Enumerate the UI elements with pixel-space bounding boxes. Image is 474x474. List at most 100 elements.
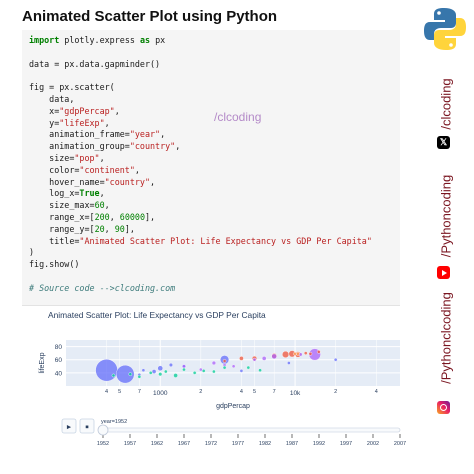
scatter-point[interactable] [333, 357, 338, 362]
year-slider-handle[interactable] [97, 424, 109, 436]
scatter-point[interactable] [308, 351, 313, 356]
stop-button[interactable] [79, 418, 95, 434]
scatter-point[interactable] [168, 362, 173, 367]
play-button-glyph: ▶ [67, 425, 72, 431]
instagram-icon[interactable] [437, 401, 450, 414]
scatter-point[interactable] [296, 351, 300, 356]
code-token: "year" [129, 129, 161, 140]
scatter-point[interactable] [192, 371, 197, 375]
scatter-point[interactable] [111, 373, 116, 378]
code-token: ) [29, 247, 35, 258]
youtube-icon[interactable] [437, 266, 450, 279]
scatter-point[interactable] [199, 367, 203, 372]
code-line: log_x=True, [29, 188, 104, 199]
scatter-point[interactable] [239, 369, 244, 373]
code-token: , [160, 129, 166, 140]
scatter-point[interactable] [157, 365, 164, 372]
scatter-point[interactable] [158, 372, 163, 377]
code-line: fig.show() [29, 259, 79, 269]
year-slider-tick-label: 1987 [286, 441, 298, 447]
scatter-point[interactable] [164, 369, 168, 374]
sidebar-handle-clcoding[interactable]: /clcoding [438, 78, 454, 130]
code-token: range_x=[ [29, 211, 95, 222]
code-line: data, [29, 94, 74, 104]
scatter-point[interactable] [287, 361, 291, 365]
code-token: 20 [94, 223, 105, 234]
code-token: , [99, 152, 105, 163]
scatter-point[interactable] [201, 369, 206, 373]
scatter-plot[interactable]: 40 60 80 4 5 7 2 4 5 7 2 4 1000 10k gdpPercap lifeExp ▶ ■… [0, 326, 474, 474]
code-token: , [114, 105, 120, 116]
scatter-point[interactable] [239, 356, 244, 361]
x-minor-tick-label: 4 [240, 389, 243, 395]
code-token: color= [29, 164, 80, 175]
scatter-point[interactable] [116, 364, 135, 384]
code-token: "Animated Scatter Plot: Life Expectancy … [79, 235, 372, 246]
x-minor-tick-label: 5 [253, 389, 256, 395]
code-token: , [150, 176, 156, 187]
code-line: data = px.data.gapminder() [29, 59, 160, 69]
code-token: title= [29, 235, 80, 246]
code-token: "gdpPercap" [59, 105, 115, 116]
sidebar-handle-pythoncoding[interactable]: /Pythoncoding [438, 174, 454, 258]
scatter-point[interactable] [151, 369, 157, 374]
sidebar-handle-pythonclcoding[interactable]: /Pythonclcoding [438, 292, 454, 384]
scatter-point[interactable] [271, 353, 277, 360]
code-line: title="Animated Scatter Plot: Life Expec… [29, 236, 372, 246]
scatter-point[interactable] [231, 364, 236, 369]
scatter-point[interactable] [137, 375, 142, 379]
scatter-point[interactable] [317, 350, 321, 354]
scatter-point[interactable] [182, 364, 186, 369]
code-cell[interactable]: import plotly.express as px data = px.da… [22, 30, 400, 306]
scatter-point[interactable] [303, 351, 308, 355]
code-token: "lifeExp" [59, 117, 105, 128]
scatter-point[interactable] [128, 372, 133, 376]
scatter-point[interactable] [222, 365, 227, 370]
scatter-point[interactable] [246, 365, 251, 370]
y-tick-label: 40 [55, 370, 63, 377]
code-token: plotly.express [59, 35, 140, 45]
play-button[interactable] [61, 418, 77, 434]
code-token: fig.show() [29, 259, 80, 270]
code-token: "continent" [79, 164, 135, 175]
scatter-point[interactable] [252, 357, 257, 362]
scatter-point[interactable] [141, 368, 146, 373]
scatter-point[interactable] [282, 350, 290, 358]
code-token: import [29, 35, 60, 45]
code-line: y="lifeExp", [29, 118, 110, 128]
scatter-point[interactable] [173, 373, 178, 378]
scatter-point[interactable] [222, 359, 227, 363]
code-token: range_y=[ [29, 223, 95, 234]
x-twitter-icon[interactable]: 𝕏 [437, 136, 450, 149]
scatter-point[interactable] [212, 369, 216, 374]
code-token: size= [29, 152, 75, 163]
scatter-point[interactable] [148, 371, 153, 375]
x-minor-tick-label: 5 [118, 389, 121, 395]
code-line: fig = px.scatter( [29, 82, 115, 92]
scatter-point[interactable] [182, 367, 186, 372]
watermark-text: /clcoding [214, 110, 262, 124]
year-slider-track[interactable] [102, 427, 401, 433]
x-tick-label: 10k [290, 390, 301, 397]
code-token: , [104, 200, 110, 211]
x-minor-tick-label: 4 [375, 389, 378, 395]
scatter-point[interactable] [261, 356, 267, 361]
year-slider-tick-label: 1977 [232, 441, 244, 447]
plot-title: Animated Scatter Plot: Life Expectancy v… [48, 310, 266, 320]
code-token: size_max= [29, 200, 95, 211]
code-line: animation_group="country", [29, 141, 180, 151]
year-slider-tick-label: 2002 [367, 441, 379, 447]
code-line: hover_name="country", [29, 177, 155, 187]
code-token: 60 [94, 200, 105, 211]
code-token: "country" [104, 176, 151, 187]
code-line: x="gdpPercap", [29, 106, 120, 116]
scatter-point[interactable] [258, 368, 262, 373]
code-token: data = px.data.gapminder() [29, 58, 161, 69]
scatter-point[interactable] [95, 359, 118, 382]
code-token: hover_name= [29, 176, 105, 187]
code-line: animation_frame="year", [29, 129, 165, 139]
scatter-point[interactable] [211, 360, 217, 366]
x-minor-tick-label: 7 [273, 389, 276, 395]
code-token: log_x= [29, 188, 80, 199]
code-line: size="pop", [29, 153, 105, 163]
